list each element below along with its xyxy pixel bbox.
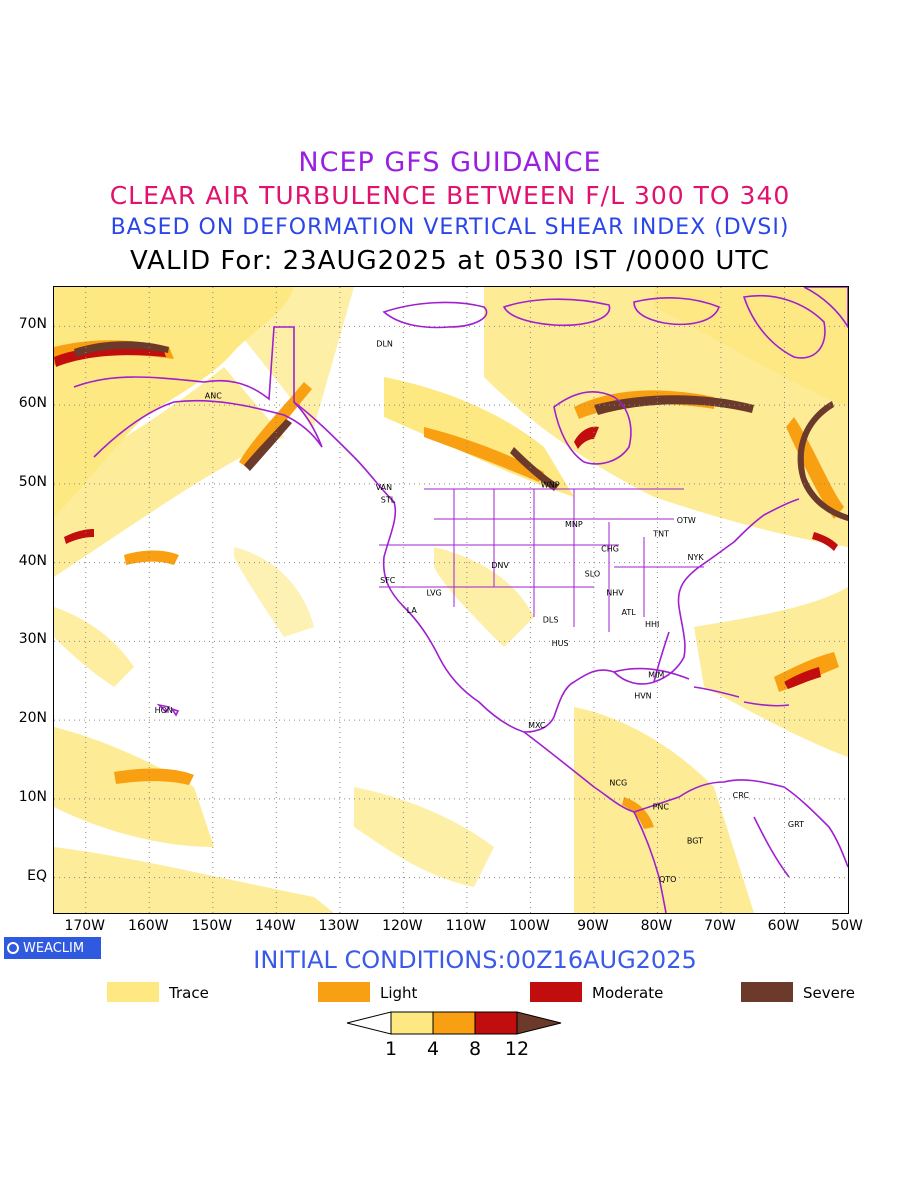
- legend-swatch-moderate: [530, 982, 582, 1002]
- city-label: DLN: [376, 340, 393, 349]
- city-label: SLO: [585, 570, 601, 579]
- lon-tick-label: 120W: [382, 918, 423, 934]
- city-label: TNT: [652, 529, 669, 538]
- lon-tick-label: 60W: [767, 918, 800, 934]
- legend-label-moderate: Moderate: [592, 984, 664, 1002]
- city-label: BGT: [687, 837, 703, 846]
- initial-conditions: INITIAL CONDITIONS:00Z16AUG2025: [253, 946, 697, 974]
- lon-tick-label: 160W: [127, 918, 169, 934]
- city-label: GRT: [788, 820, 804, 829]
- colorbar-low-arrow: [346, 1011, 392, 1035]
- lon-tick-label: 80W: [640, 918, 673, 934]
- city-label: HUS: [552, 639, 569, 648]
- lat-tick-label: EQ: [27, 867, 47, 884]
- chart-method: BASED ON DEFORMATION VERTICAL SHEAR INDE…: [110, 215, 790, 240]
- city-label: DLS: [543, 615, 559, 624]
- weaclim-label: WEACLIM: [23, 940, 85, 956]
- chart-title: NCEP GFS GUIDANCE: [298, 147, 602, 178]
- city-label: NCG: [609, 778, 627, 787]
- lon-tick-label: 150W: [191, 918, 233, 934]
- lon-tick-label: 50W: [831, 918, 863, 934]
- city-label: MIM: [648, 670, 664, 679]
- lat-tick-label: 70N: [18, 316, 47, 333]
- city-label: CHG: [601, 544, 619, 553]
- colorbar-tick-label: 12: [504, 1038, 530, 1060]
- city-label: ATL: [621, 608, 636, 617]
- colorbar-tick-label: 1: [384, 1038, 398, 1060]
- city-label: OTW: [677, 516, 696, 525]
- lat-tick-label: 30N: [18, 631, 47, 648]
- colorbar: [346, 1011, 562, 1035]
- coastlines: [73, 287, 848, 913]
- city-label: HVN: [634, 692, 651, 701]
- colorbar-segment-light: [432, 1011, 476, 1035]
- chart-subtitle: CLEAR AIR TURBULENCE BETWEEN F/L 300 TO …: [109, 181, 791, 210]
- colorbar-tick-label: 4: [426, 1038, 440, 1060]
- city-label: NHV: [606, 589, 624, 598]
- lat-tick-label: 60N: [18, 395, 47, 412]
- map-canvas: DLN ANC VAN STL WNP MNP TNT OTW CHG NYK DNV SLO SFC L…: [54, 287, 848, 913]
- city-label: MXC: [528, 721, 546, 730]
- lat-tick-label: 40N: [18, 552, 47, 569]
- turbulence-map: DLN ANC VAN STL WNP MNP TNT OTW CHG NYK DNV SLO SFC L…: [53, 286, 849, 914]
- city-label: ANC: [205, 392, 222, 401]
- legend-swatch-light: [318, 982, 370, 1002]
- colorbar-segment-trace: [390, 1011, 434, 1035]
- city-label: LA: [407, 606, 418, 615]
- legend-swatch-severe: [741, 982, 793, 1002]
- city-label: PNC: [653, 803, 670, 812]
- lon-tick-label: 140W: [255, 918, 296, 934]
- political-borders: [379, 488, 704, 632]
- colorbar-segment-moderate: [474, 1011, 518, 1035]
- lat-tick-label: 10N: [18, 788, 47, 805]
- city-label: STL: [381, 496, 396, 505]
- lon-tick-label: 170W: [64, 918, 106, 934]
- lon-tick-label: 130W: [318, 918, 360, 934]
- weaclim-badge: WEACLIM: [4, 937, 101, 959]
- city-label: WNP: [541, 481, 560, 490]
- colorbar-tick-label: 8: [468, 1038, 482, 1060]
- city-label: SFC: [380, 576, 396, 585]
- city-label: HON: [155, 706, 173, 715]
- city-label: DNV: [491, 561, 509, 570]
- city-label: QTO: [659, 875, 676, 884]
- city-label: VAN: [376, 483, 392, 492]
- lon-tick-label: 110W: [445, 918, 487, 934]
- city-markers: DLN ANC VAN STL WNP MNP TNT OTW CHG NYK DNV SLO SFC L…: [155, 340, 804, 884]
- colorbar-high-arrow: [516, 1011, 562, 1035]
- turbulence-contours: [54, 287, 848, 913]
- city-label: NYK: [688, 553, 705, 562]
- city-label: HHI: [645, 620, 659, 629]
- city-label: CRC: [733, 791, 750, 800]
- lon-tick-label: 90W: [577, 918, 609, 934]
- city-label: LVG: [426, 589, 441, 598]
- weaclim-logo-icon: [7, 942, 19, 954]
- legend-swatch-trace: [107, 982, 159, 1002]
- legend-label-trace: Trace: [169, 984, 209, 1002]
- legend-label-severe: Severe: [803, 984, 855, 1002]
- lat-tick-label: 20N: [18, 710, 47, 727]
- city-label: MNP: [565, 520, 583, 529]
- legend-label-light: Light: [380, 984, 418, 1002]
- valid-time: VALID For: 23AUG2025 at 0530 IST /0000 U…: [130, 246, 770, 276]
- lon-tick-label: 70W: [704, 918, 736, 934]
- lon-tick-label: 100W: [509, 918, 550, 934]
- lat-tick-label: 50N: [18, 473, 47, 490]
